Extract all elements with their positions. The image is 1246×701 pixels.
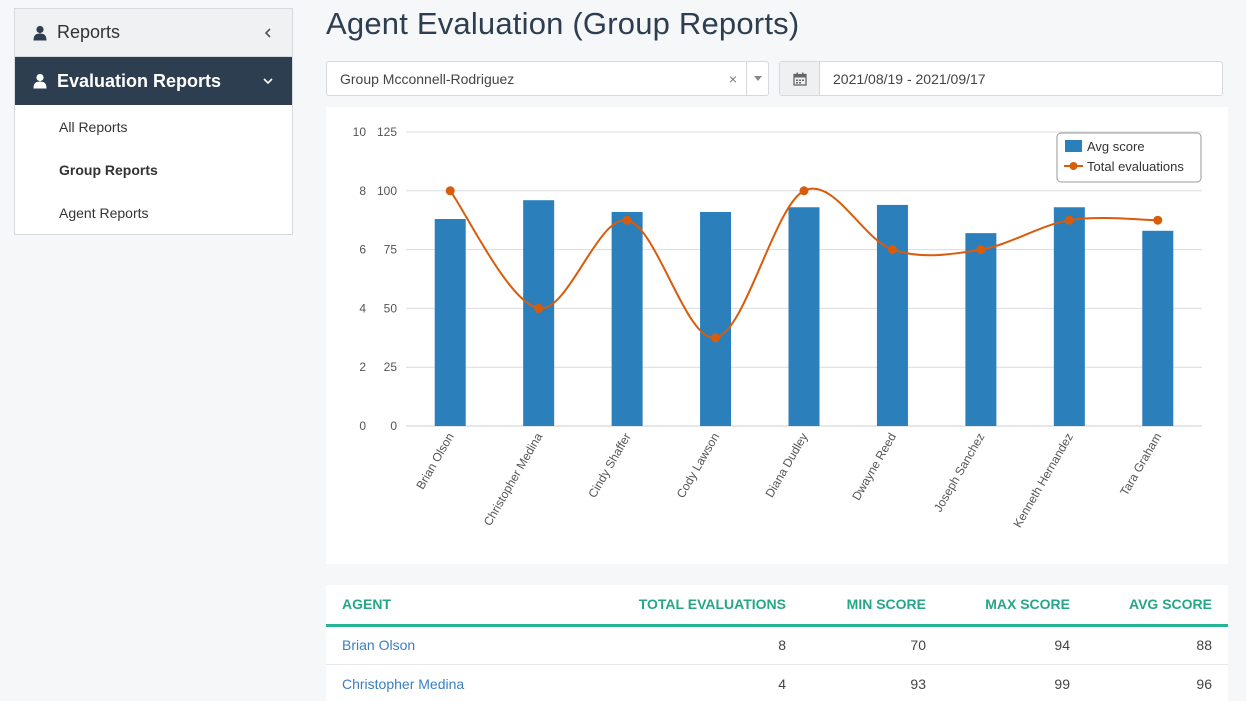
line-point [445,186,455,196]
bar [523,200,555,426]
x-axis-tick-label: Cody Lawson [674,431,722,501]
right-axis-tick-label: 50 [384,301,398,315]
user-icon [33,73,47,89]
column-header-agent[interactable]: AGENT [326,585,596,627]
sidebar: Reports Evaluation Reports All Reports G… [14,8,293,235]
legend-label: Avg score [1087,139,1145,154]
x-axis-tick-label: Tara Graham [1117,431,1164,499]
agent-table: AGENT TOTAL EVALUATIONS MIN SCORE MAX SC… [326,585,1228,701]
agent-link[interactable]: Christopher Medina [342,675,465,692]
left-axis-tick-label: 2 [359,360,366,374]
cell-max-score: 94 [942,625,1086,665]
line-point [887,245,897,255]
dropdown-arrow-icon[interactable] [746,62,768,95]
legend-label: Total evaluations [1087,159,1184,174]
right-axis-tick-label: 125 [377,125,397,139]
sidebar-item-group-reports[interactable]: Group Reports [59,161,158,178]
page-title: Agent Evaluation (Group Reports) [326,6,800,41]
bar [611,211,643,426]
x-axis-tick-label: Cindy Shaffer [585,431,633,501]
sidebar-header-label: Reports [57,22,121,42]
sidebar-evaluation-reports[interactable]: Evaluation Reports [15,57,292,105]
column-header-max-score[interactable]: MAX SCORE [942,585,1086,627]
legend-swatch-avg-score [1065,140,1082,152]
table-row: Brian Olson 8 70 94 88 [326,625,1228,665]
date-range-value: 2021/08/19 - 2021/09/17 [833,70,986,87]
line-point [799,186,809,196]
sidebar-item-agent-reports[interactable]: Agent Reports [59,204,149,221]
cell-min-score: 93 [802,664,942,701]
left-axis-tick-label: 6 [359,243,366,257]
sidebar-submenu: All Reports Group Reports Agent Reports [15,105,292,234]
combo-chart: 0 0 25 2 50 4 75 6 100 8 125 10 Brian Olson Christoph… [353,125,1202,530]
bar [965,233,997,426]
right-axis-tick-label: 75 [384,243,398,257]
line-point [534,303,544,313]
line-point [976,245,986,255]
bar [876,204,908,426]
table-row: Christopher Medina 4 93 99 96 [326,664,1228,701]
x-axis-tick-label: Kenneth Hernandez [1010,431,1075,530]
chevron-down-icon[interactable] [262,75,274,87]
bar [788,207,820,426]
line-point [1153,215,1163,225]
cell-total-evaluations: 4 [596,664,802,701]
clear-icon[interactable]: × [728,70,738,87]
left-axis-tick-label: 4 [359,301,366,315]
date-range-input[interactable]: 2021/08/19 - 2021/09/17 [779,61,1223,96]
cell-avg-score: 96 [1086,664,1228,701]
legend-box [1056,132,1202,183]
group-select[interactable]: Group Mcconnell-Rodriguez × [326,61,769,96]
chevron-left-icon[interactable] [262,27,274,39]
series-line-total-evaluations [449,187,1158,339]
column-header-avg-score[interactable]: AVG SCORE [1086,585,1228,627]
group-select-value: Group Mcconnell-Rodriguez [340,70,515,87]
calendar-icon[interactable] [780,62,820,95]
right-axis-tick-label: 25 [384,360,398,374]
x-axis-tick-label: Brian Olson [413,431,456,492]
left-axis-tick-label: 0 [359,419,366,433]
column-header-total-evaluations[interactable]: TOTAL EVALUATIONS [596,585,802,627]
table-header-row: AGENT TOTAL EVALUATIONS MIN SCORE MAX SC… [326,585,1228,627]
x-axis-tick-label: Christopher Medina [481,430,546,528]
agent-table-card: AGENT TOTAL EVALUATIONS MIN SCORE MAX SC… [326,585,1228,701]
left-axis-tick-label: 10 [353,125,367,139]
cell-min-score: 70 [802,625,942,665]
column-header-min-score[interactable]: MIN SCORE [802,585,942,627]
cell-total-evaluations: 8 [596,625,802,665]
legend-swatch-point [1069,162,1078,170]
chart-card: 0 0 25 2 50 4 75 6 100 8 125 10 Brian Olson Christoph… [326,107,1228,564]
line-point [711,333,721,343]
x-axis-tick-label: Joseph Sanchez [931,431,987,515]
cell-max-score: 99 [942,664,1086,701]
right-axis-tick-label: 100 [377,184,397,198]
line-point [1064,215,1074,225]
agent-link[interactable]: Brian Olson [342,637,416,653]
user-icon [33,25,47,40]
x-axis-tick-label: Diana Dudley [762,431,810,500]
x-axis-tick-label: Dwayne Reed [849,431,899,503]
sidebar-reports-header[interactable]: Reports [15,9,292,57]
bar [434,219,466,426]
cell-avg-score: 88 [1086,625,1228,665]
sidebar-section-label: Evaluation Reports [57,70,222,91]
sidebar-item-all-reports[interactable]: All Reports [59,118,128,135]
line-point [622,215,632,225]
bar [700,211,732,426]
bar [1053,207,1085,426]
right-axis-tick-label: 0 [390,419,397,433]
left-axis-tick-label: 8 [359,184,366,198]
bar [1142,230,1174,426]
